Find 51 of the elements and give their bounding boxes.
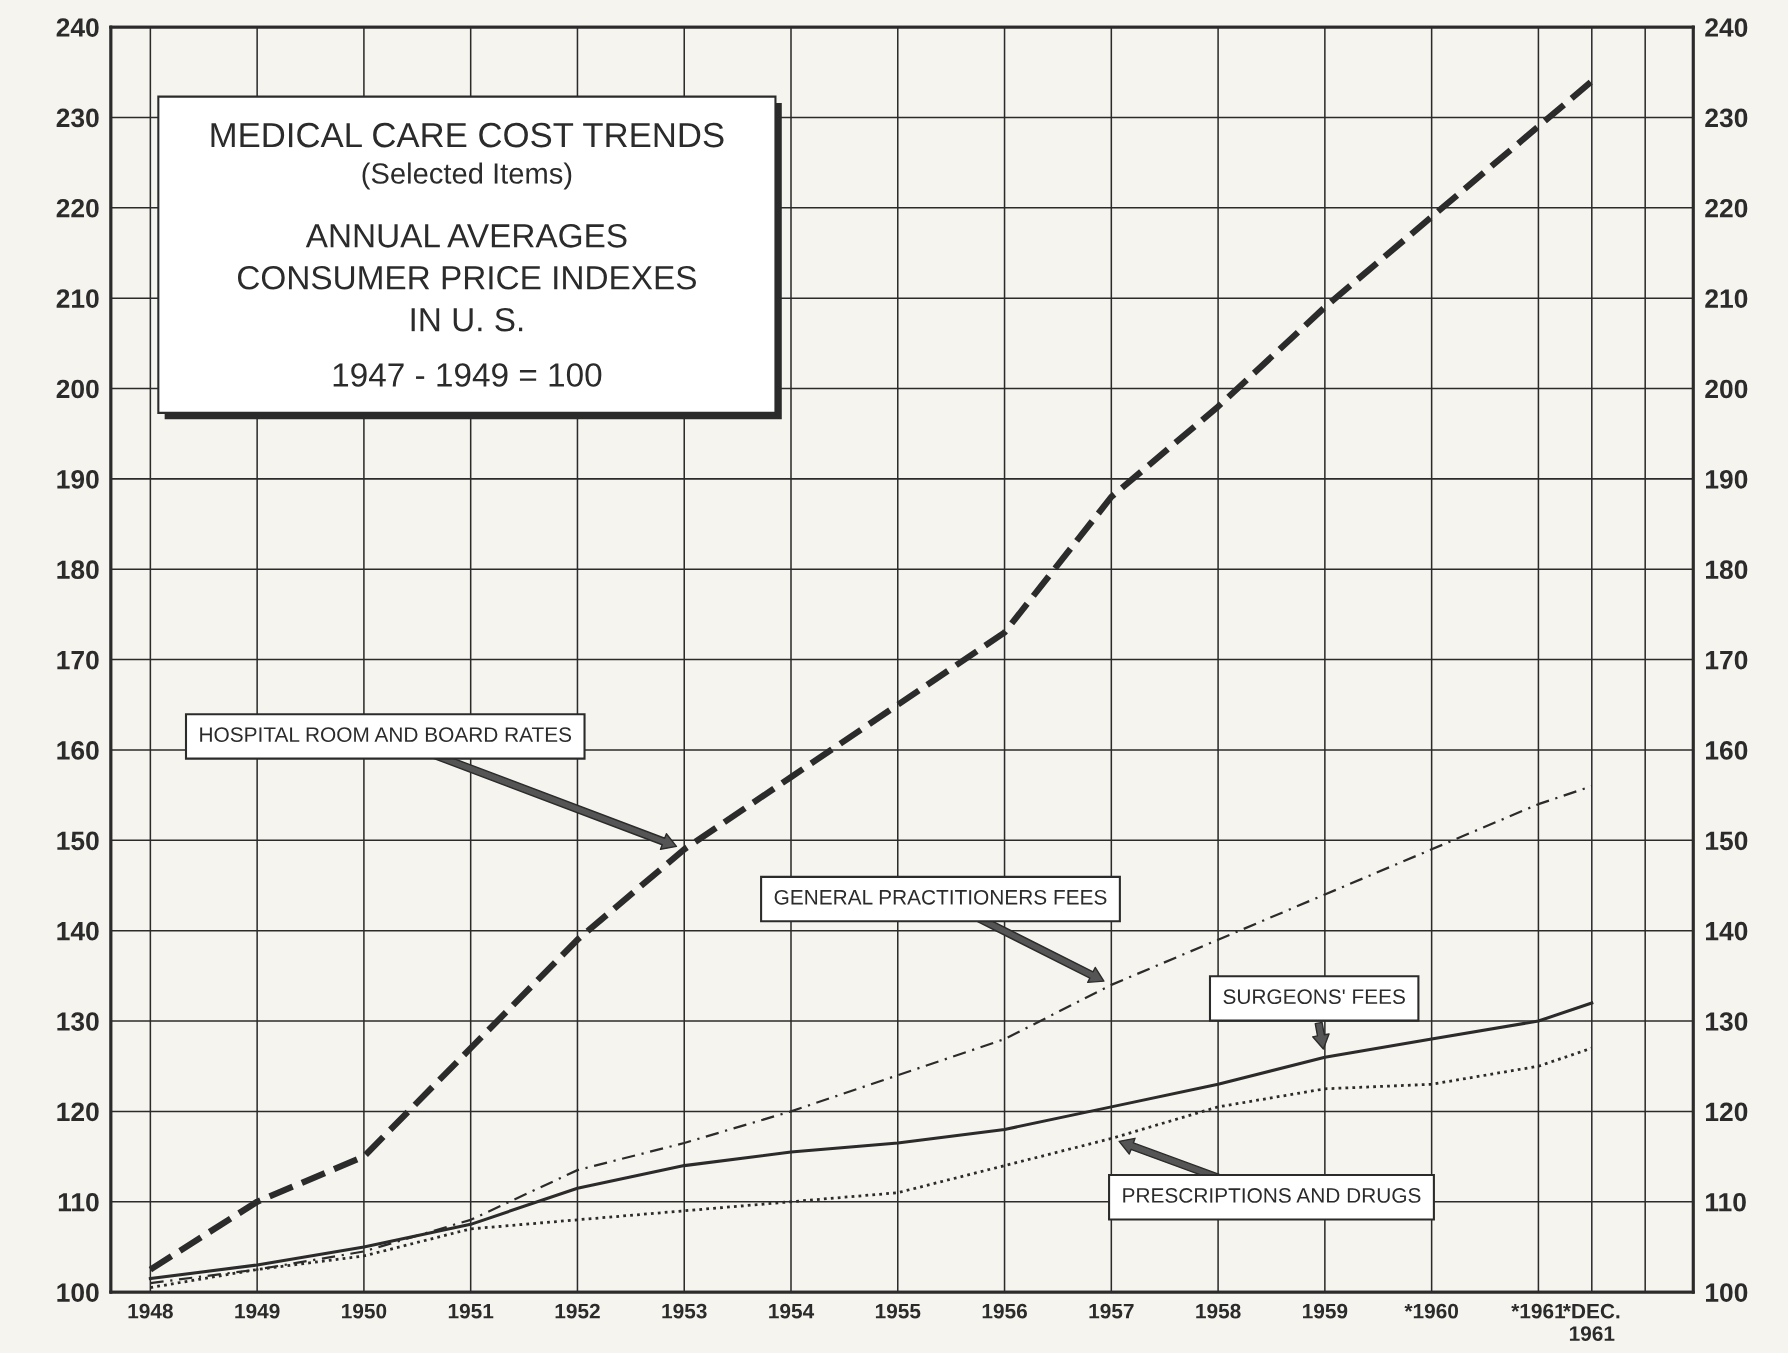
y-tick-label: 230 xyxy=(56,108,99,128)
y2-tick-label: 220 xyxy=(1705,198,1748,218)
text: MEDICAL CARE COST TRENDS xyxy=(211,122,724,148)
x-tick-label: 1955 xyxy=(875,1303,921,1319)
y2-tick-label: 200 xyxy=(1705,379,1748,399)
y2-tick-label: 130 xyxy=(1706,1012,1748,1031)
x-tick-label: 1959 xyxy=(1303,1303,1348,1319)
x-tick-label: 1951 xyxy=(448,1303,494,1319)
y2-tick-label: 150 xyxy=(1706,831,1748,851)
text: (Selected Items) xyxy=(362,162,572,190)
y2-tick-label: 100 xyxy=(1706,1283,1748,1302)
y-tick-label: 110 xyxy=(58,1192,99,1212)
x-tick-label: *1960 xyxy=(1404,1303,1459,1319)
y-tick-label: 170 xyxy=(57,650,99,670)
y-tick-label: 130 xyxy=(57,1012,99,1031)
x-tick-label: 1950 xyxy=(342,1303,387,1319)
text: PRESCRIPTIONS AND DRUGS xyxy=(1123,1188,1421,1203)
annotation: ANNUAL AVERAGES CONSUMER PRICE INDEXES IN U. S. xyxy=(237,224,696,332)
x-tick-label: 1956 xyxy=(982,1303,1027,1319)
y-tick-label: 220 xyxy=(56,198,99,218)
y2-tick-label: 120 xyxy=(1706,1102,1748,1122)
y2-tick-label: 170 xyxy=(1706,650,1748,670)
x-tick-label: 1952 xyxy=(555,1303,600,1319)
y-tick-label: 180 xyxy=(57,560,99,580)
x-tick-label: 1948 xyxy=(128,1303,173,1319)
y-tick-label: 210 xyxy=(56,289,99,308)
text: HOSPITAL ROOM AND BOARD RATES xyxy=(200,727,572,742)
x-tick-label: 1949 xyxy=(235,1303,280,1319)
x-tick-label: 1957 xyxy=(1089,1303,1134,1319)
y-tick-label: 140 xyxy=(57,921,99,941)
y-tick-label: 190 xyxy=(57,470,99,489)
y-tick-label: 240 xyxy=(56,18,99,37)
x-tick-label: 1954 xyxy=(769,1303,815,1319)
y2-tick-label: 240 xyxy=(1705,18,1748,37)
text: GENERAL PRACTITIONERS FEES xyxy=(774,889,1107,905)
y2-tick-label: 190 xyxy=(1706,470,1748,489)
y-tick-label: 100 xyxy=(57,1283,99,1302)
y2-tick-label: 210 xyxy=(1705,289,1748,308)
y2-tick-label: 140 xyxy=(1706,921,1748,941)
y2-tick-label: 180 xyxy=(1706,560,1748,580)
y-tick-label: 120 xyxy=(57,1102,99,1122)
x-tick-label: 1953 xyxy=(662,1303,707,1319)
y2-tick-label: 110 xyxy=(1706,1192,1746,1212)
y-tick-label: 200 xyxy=(56,379,99,399)
y-tick-label: 160 xyxy=(57,741,99,760)
y2-tick-label: 160 xyxy=(1706,741,1748,760)
y2-tick-label: 230 xyxy=(1705,108,1748,128)
x-tick-label: 1958 xyxy=(1196,1303,1241,1319)
y-tick-label: 150 xyxy=(57,831,99,851)
annotation: 1947 - 1949 = 100 xyxy=(333,363,602,387)
series-label: SURGEONS' FEES xyxy=(1223,989,1405,1005)
